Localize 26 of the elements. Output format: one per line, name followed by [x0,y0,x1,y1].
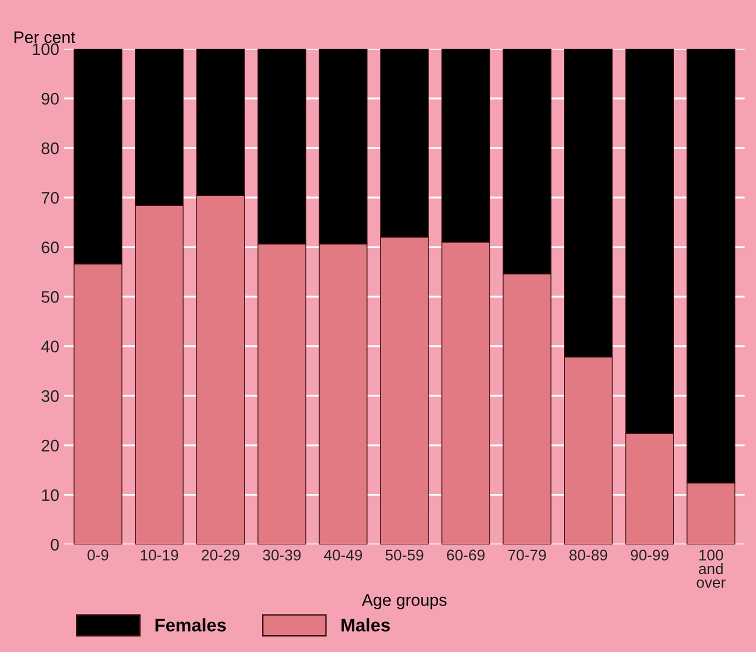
x-tick-label: 90-99 [630,550,668,561]
x-tick-label: 40-49 [324,550,362,561]
x-tick-label: 50-59 [386,550,424,561]
y-tick-label: 80 [42,142,59,154]
x-tick-label: 60-69 [447,550,485,561]
y-tick-label: 10 [42,489,59,502]
y-tick-label: 90 [42,92,59,105]
y-tick-label: 60 [42,242,59,254]
y-tick-label: 50 [42,291,59,303]
y-tick-label: 30 [42,390,59,402]
y-tick-label: 100 [32,43,59,56]
x-tick-label: 70-79 [508,550,546,561]
x-axis-title: Age groups [362,594,446,610]
x-tick-label: 80-89 [569,550,608,561]
y-tick-label: 70 [42,192,59,204]
y-tick-label: 20 [42,440,59,452]
x-tick-label: 30-39 [262,550,301,561]
y-axis-title: Per cent [14,32,76,44]
x-tick-label: 20-29 [202,550,240,561]
x-tick-label: 0-9 [88,550,108,561]
y-tick-label: 0 [50,538,59,551]
y-tick-label: 40 [41,340,59,352]
legend-label: Males [342,618,390,632]
legend-label: Females [156,618,226,632]
x-tick-label: 10-19 [140,550,178,561]
x-tick-label: 100 and over [696,550,726,588]
